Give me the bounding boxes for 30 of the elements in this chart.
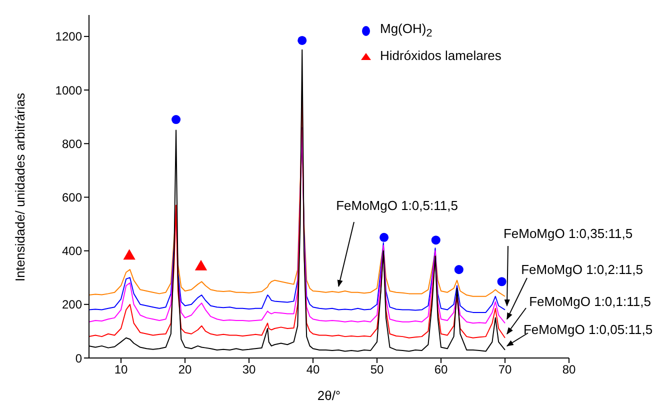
y-tick-label: 400 [62,244,82,258]
x-tick-label: 20 [178,362,192,377]
legend-label: FeMoMgO 1:0,05:11,5 [523,322,653,337]
x-tick-label: 10 [114,362,128,377]
text: FeMoMgO 1:0,35:11,5 [503,226,633,241]
text: FeMoMgO 1:0,2:11,5 [521,262,643,277]
point [497,277,506,286]
point [431,236,440,245]
x-axis-title: 2θ/° [317,388,341,403]
legend-label: Hidróxidos lamelares [380,46,502,65]
y-tick-label: 200 [62,298,82,312]
y-tick-label: 600 [62,190,82,204]
x-tick-label: 80 [562,362,576,377]
text: FeMoMgO 1:0,1:11,5 [529,294,651,309]
x-tick-label: 30 [242,362,256,377]
y-tick-label: 1000 [55,83,82,98]
x-tick-label: 70 [498,362,512,377]
x-tick-label: 50 [370,362,384,377]
point [454,265,464,274]
x-tick-label: 60 [434,362,448,377]
text: FeMoMgO 1:0,5:11,5 [336,198,458,213]
x-tick-label: 40 [306,362,320,377]
legend-label: Mg(OH)$_{2}$ [380,20,432,42]
point [298,36,307,45]
y-tick-label: 1200 [55,30,82,44]
point [380,232,389,242]
y-tick-label: 800 [62,136,82,151]
y-axis-title: Intensidade/ unidades arbitrárias [12,92,28,282]
point [172,115,181,124]
y-tick-label: 0 [75,351,82,366]
